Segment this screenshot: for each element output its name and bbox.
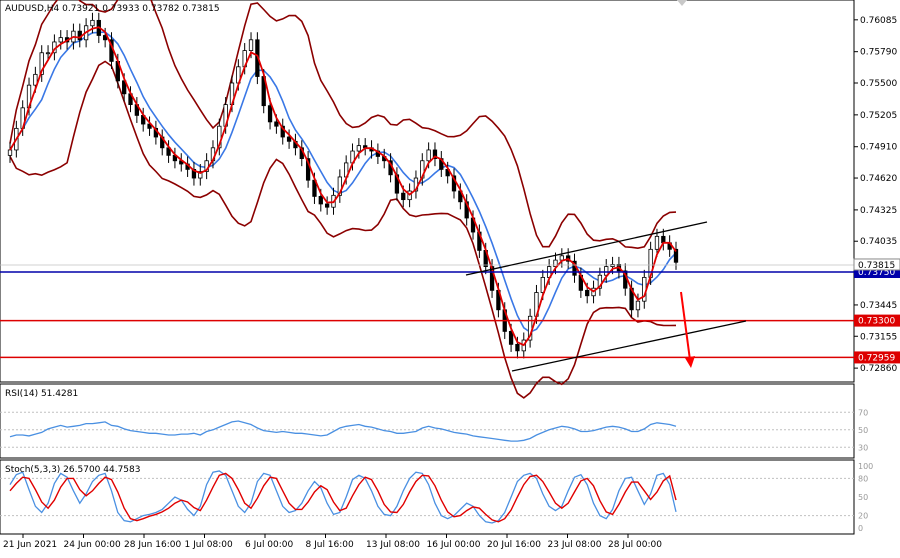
- x-tick-label: 1 Jul 08:00: [185, 540, 234, 550]
- down-arrow-icon: [680, 291, 695, 368]
- rsi-line: [9, 420, 677, 442]
- y-tick-label: 0.74620: [860, 174, 897, 184]
- stoch-tick-label: 50: [858, 493, 868, 502]
- y-tick-label: 0.75500: [860, 79, 897, 89]
- x-tick-label: 13 Jul 08:00: [366, 540, 420, 550]
- price-level-label: 0.73750: [858, 268, 895, 278]
- y-tick-label: 0.74035: [860, 237, 897, 247]
- stoch-tick-label: 100: [858, 462, 873, 471]
- rsi-tick-label: 30: [858, 443, 868, 452]
- stoch-label: Stoch(5,3,3) 26.5700 44.7583: [5, 465, 140, 475]
- rsi-pane[interactable]: [0, 383, 855, 459]
- bid-price-tag: [853, 258, 900, 271]
- x-tick-label: 16 Jul 00:00: [427, 540, 481, 550]
- candle-body: [267, 105, 273, 123]
- candle-body: [39, 52, 44, 75]
- candle-body: [553, 259, 558, 267]
- y-tick-label: 0.75205: [860, 111, 897, 121]
- candle-body: [356, 145, 362, 152]
- candle-body: [432, 149, 438, 160]
- candle-body: [305, 158, 311, 181]
- x-tick-label: 8 Jul 16:00: [306, 540, 355, 550]
- price-level-label: 0.73300: [858, 317, 895, 327]
- candle-body: [286, 136, 292, 142]
- candle-body: [508, 330, 514, 345]
- candle-body: [90, 19, 95, 27]
- stoch-signal-line: [9, 472, 677, 523]
- y-tick-label: 0.76085: [860, 16, 897, 26]
- y-tick-label: 0.74325: [860, 206, 897, 216]
- rsi-tick-label: 50: [858, 426, 868, 435]
- y-tick-label: 0.74910: [860, 143, 897, 153]
- y-tick-label: 0.72860: [860, 364, 897, 374]
- y-tick-label: 0.73445: [860, 301, 897, 311]
- candle-body: [585, 289, 590, 297]
- candle-body: [515, 343, 520, 352]
- channel-lower-line[interactable]: [511, 320, 747, 372]
- candle-body: [280, 125, 285, 138]
- candle-body: [324, 203, 330, 208]
- candle-body: [673, 248, 679, 263]
- rsi-tick-label: 70: [858, 408, 868, 417]
- candle-body: [610, 264, 615, 268]
- x-tick-label: 23 Jul 08:00: [548, 540, 602, 550]
- candle-body: [654, 235, 660, 250]
- candle-body: [401, 192, 406, 201]
- y-tick-label: 0.75790: [860, 48, 897, 58]
- y-tick-label: 0.73155: [860, 332, 897, 342]
- candle-body: [7, 149, 13, 156]
- ma-red-line: [9, 26, 677, 347]
- candle-body: [337, 176, 342, 196]
- candle-body: [248, 39, 254, 51]
- candle-body: [147, 123, 152, 129]
- stoch-tick-label: 80: [858, 474, 868, 483]
- candle-body: [540, 276, 545, 293]
- x-tick-label: 21 Jun 2021: [3, 540, 57, 550]
- x-tick-label: 24 Jun 00:00: [64, 540, 121, 550]
- bid-price-label: 0.73815: [858, 261, 895, 271]
- rsi-label: RSI(14) 51.4281: [5, 389, 78, 399]
- candle-body: [274, 121, 279, 127]
- chart-title: AUDUSD,H4 0.73921 0.73933 0.73782 0.7381…: [5, 4, 220, 14]
- stoch-main-line: [9, 470, 677, 524]
- stoch-pane[interactable]: [0, 459, 855, 535]
- candle-body: [45, 52, 51, 55]
- main-pane[interactable]: [0, 0, 855, 383]
- x-tick-label: 6 Jul 00:00: [245, 540, 294, 550]
- candle-body: [58, 37, 63, 43]
- x-tick-label: 20 Jul 16:00: [487, 540, 541, 550]
- channel-upper-line[interactable]: [465, 221, 708, 276]
- candle-body: [559, 255, 564, 261]
- candle-body: [597, 274, 603, 289]
- stoch-tick-label: 20: [858, 512, 868, 521]
- price-level-tag: [854, 351, 900, 364]
- candle-body: [661, 235, 666, 244]
- x-tick-label: 28 Jul 00:00: [608, 540, 662, 550]
- stoch-tick-label: 0: [858, 524, 863, 533]
- price-level-tag: [854, 314, 900, 327]
- price-level-label: 0.72959: [858, 353, 895, 363]
- ma-blue-line: [9, 31, 677, 334]
- candle-body: [426, 149, 431, 162]
- x-tick-label: 28 Jun 16:00: [124, 540, 181, 550]
- bollinger-lower-line: [9, 60, 677, 399]
- bollinger-upper-line: [9, 0, 677, 250]
- candle-body: [33, 73, 38, 86]
- candle-body: [198, 171, 203, 179]
- candle-body: [635, 300, 641, 311]
- candle-body: [318, 195, 323, 205]
- chart-shift-icon[interactable]: [677, 0, 687, 6]
